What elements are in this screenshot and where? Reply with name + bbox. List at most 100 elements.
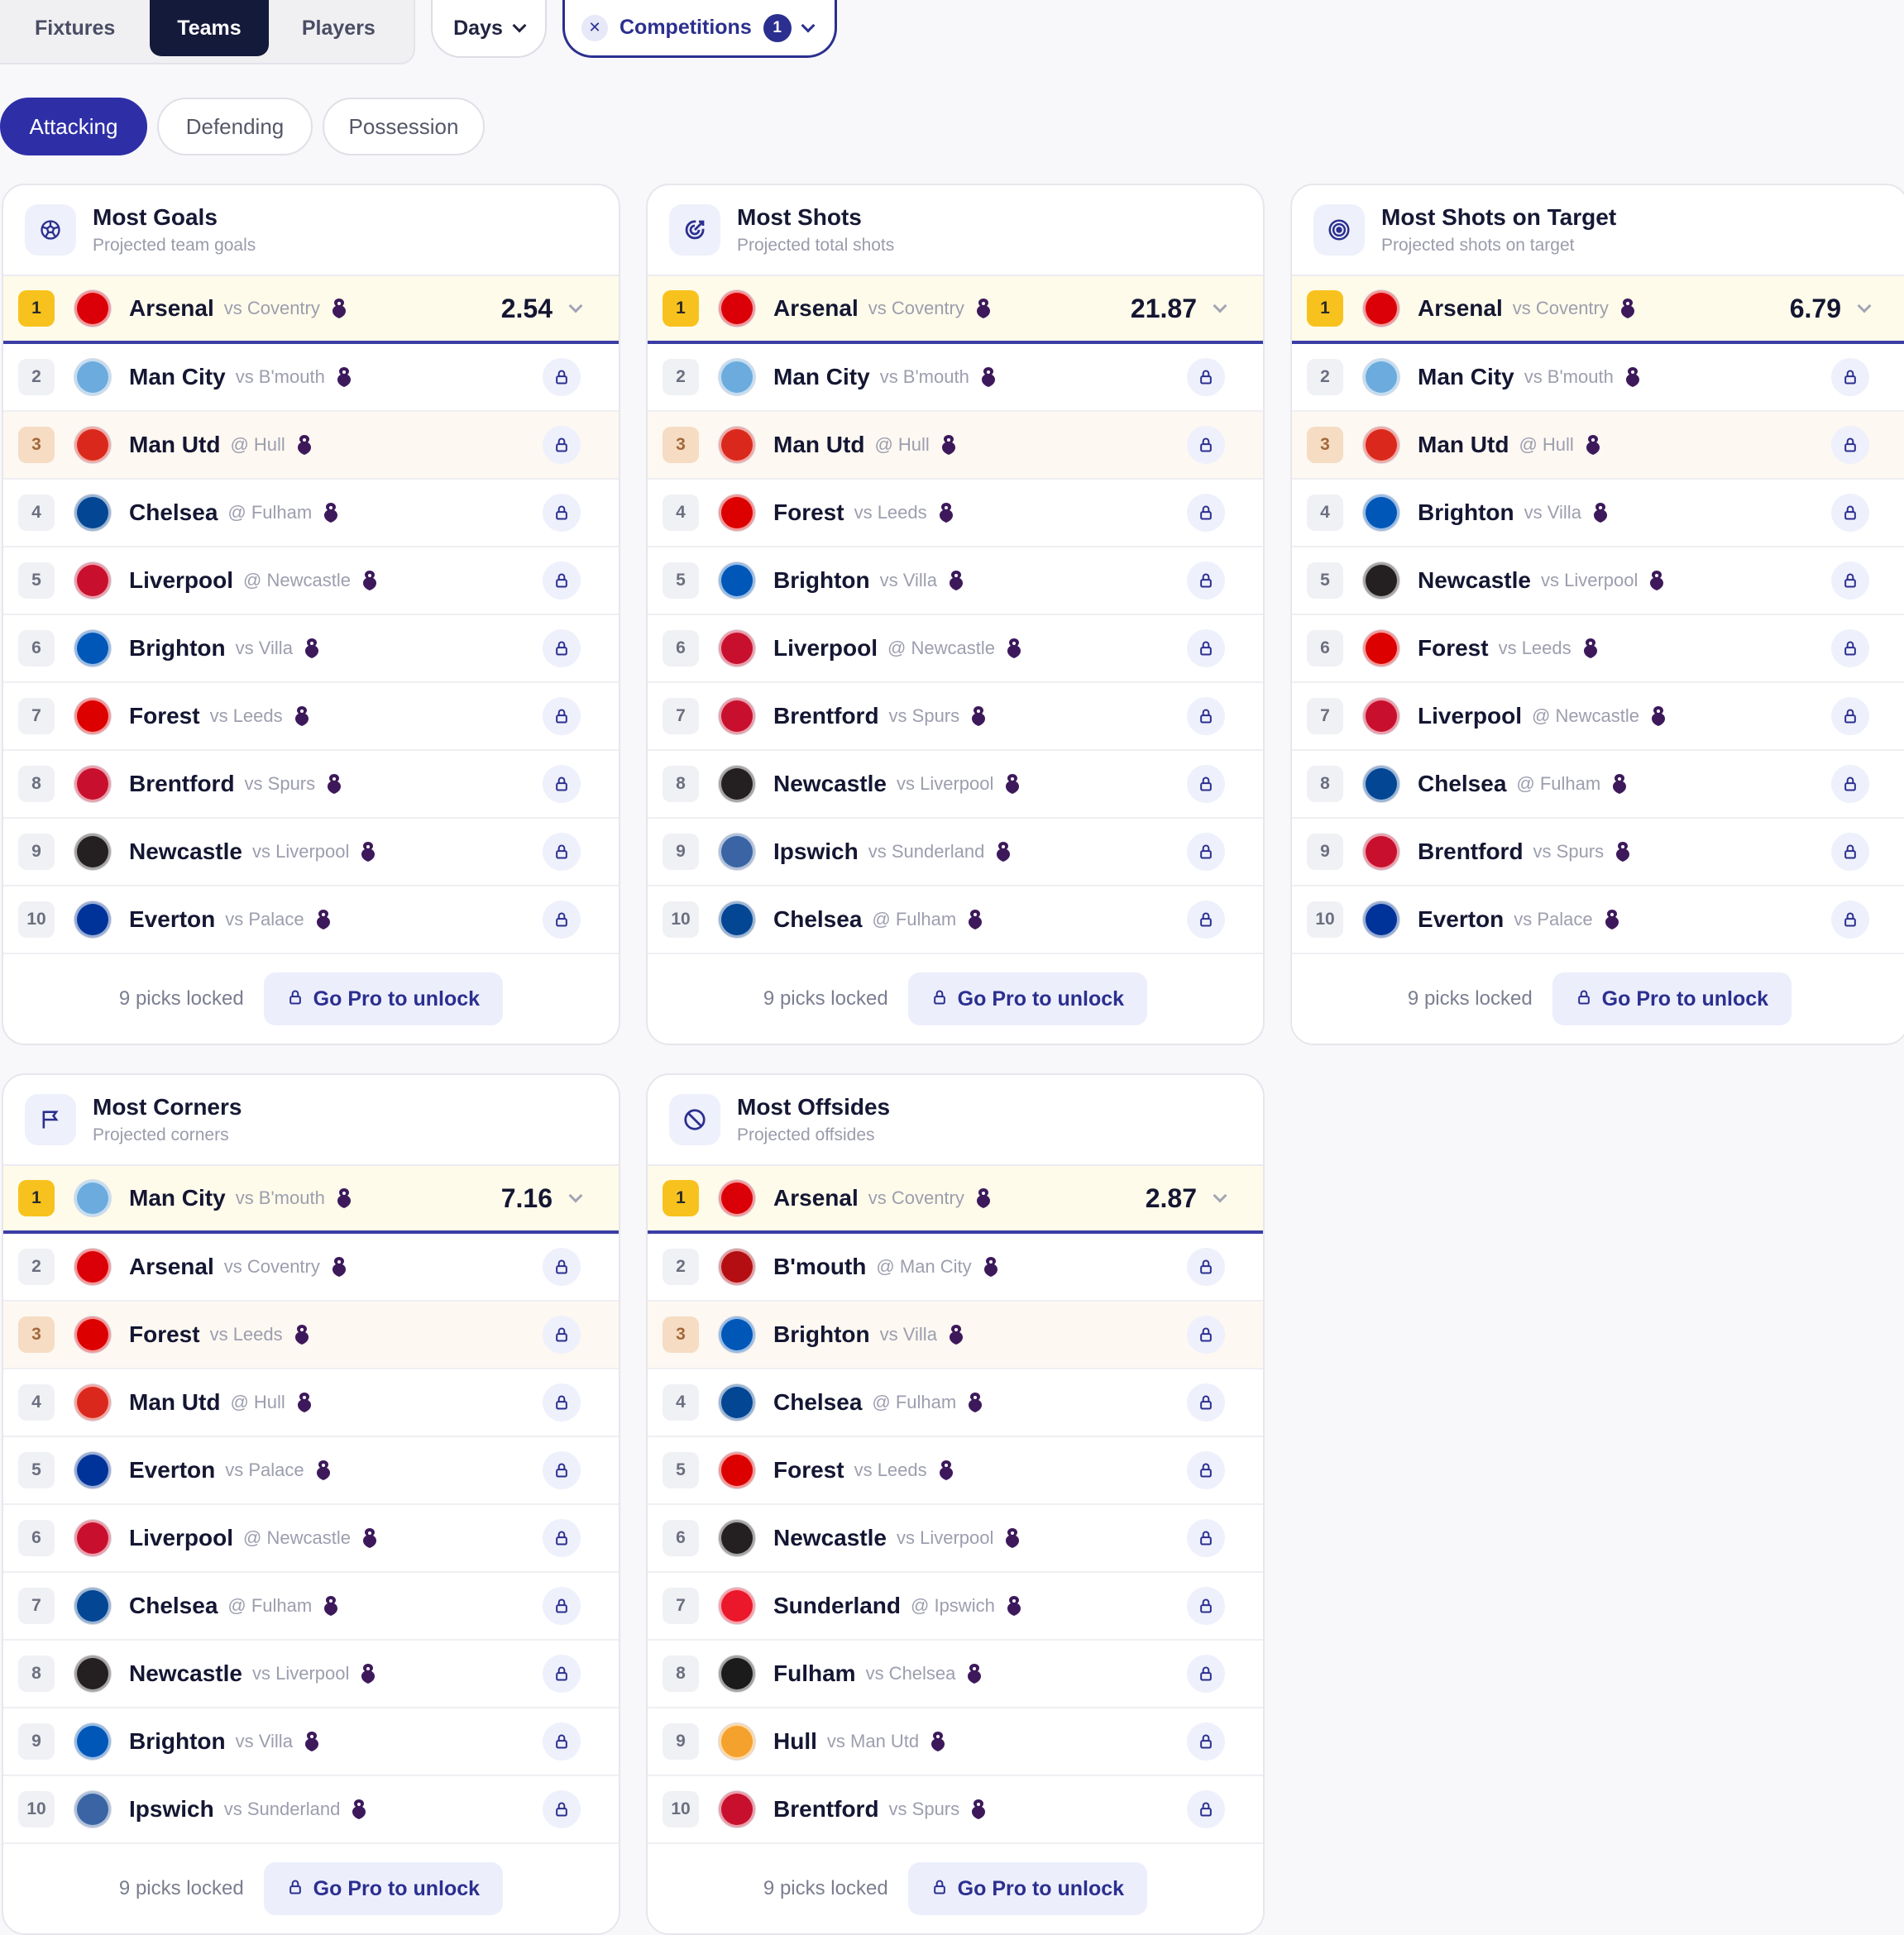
lock-icon[interactable] <box>1187 1451 1225 1489</box>
premier-league-icon <box>966 908 984 931</box>
lock-icon[interactable] <box>1187 494 1225 532</box>
ranking-row[interactable]: 1 Arsenal vs Coventry 6.79 <box>1292 276 1904 344</box>
team-name: Brentford <box>1418 838 1524 864</box>
days-filter[interactable]: Days <box>431 0 547 58</box>
lock-icon[interactable] <box>1187 1722 1225 1761</box>
lock-icon[interactable] <box>543 1451 581 1489</box>
lock-icon[interactable] <box>543 1655 581 1693</box>
team-name: Chelsea <box>773 1389 863 1415</box>
ranking-row: 8 Newcastle vs Liverpool <box>3 1641 619 1708</box>
team-crest-icon <box>74 494 111 531</box>
lock-icon[interactable] <box>1831 833 1869 871</box>
lock-icon[interactable] <box>543 1519 581 1557</box>
go-pro-button[interactable]: Go Pro to unlock <box>1552 972 1792 1025</box>
lock-icon[interactable] <box>1187 901 1225 939</box>
lock-icon[interactable] <box>1187 1790 1225 1828</box>
lock-icon[interactable] <box>1187 1587 1225 1625</box>
lock-icon <box>1576 987 1592 1011</box>
lock-icon[interactable] <box>1187 1248 1225 1286</box>
team-crest-icon <box>719 901 755 938</box>
team-name: Newcastle <box>129 1660 242 1686</box>
lock-icon[interactable] <box>1187 629 1225 667</box>
lock-icon[interactable] <box>543 765 581 803</box>
lock-icon[interactable] <box>543 697 581 735</box>
ranking-row[interactable]: 1 Arsenal vs Coventry 2.87 <box>648 1166 1263 1234</box>
lock-icon[interactable] <box>1187 1383 1225 1421</box>
lock-icon[interactable] <box>543 561 581 600</box>
go-pro-button[interactable]: Go Pro to unlock <box>907 1862 1148 1915</box>
lock-icon[interactable] <box>1187 1519 1225 1557</box>
ranking-row: 9 Hull vs Man Utd <box>648 1708 1263 1776</box>
ranking-row[interactable]: 1 Arsenal vs Coventry 2.54 <box>3 276 619 344</box>
opponent: vs Palace <box>225 909 304 929</box>
tab-possession[interactable]: Possession <box>323 98 485 155</box>
ranking-row[interactable]: 1 Arsenal vs Coventry 21.87 <box>648 276 1263 344</box>
chevron-down-icon[interactable] <box>1857 299 1872 313</box>
lock-icon[interactable] <box>1831 561 1869 600</box>
team-crest-icon <box>719 290 755 327</box>
lock-icon[interactable] <box>1831 426 1869 464</box>
tab-players[interactable]: Players <box>301 16 376 40</box>
tab-teams[interactable]: Teams <box>150 0 269 56</box>
go-pro-label: Go Pro to unlock <box>957 1876 1125 1900</box>
chevron-down-icon[interactable] <box>1213 299 1227 313</box>
team-name: Forest <box>129 703 200 729</box>
premier-league-icon <box>293 705 311 728</box>
premier-league-icon <box>1003 772 1021 796</box>
lock-icon[interactable] <box>543 1383 581 1421</box>
team-crest-icon <box>74 1791 111 1828</box>
premier-league-icon <box>303 1730 321 1753</box>
rank-badge: 4 <box>663 1384 699 1421</box>
lock-icon[interactable] <box>543 426 581 464</box>
clear-filter-icon[interactable]: ✕ <box>581 14 608 41</box>
lock-icon[interactable] <box>543 1248 581 1286</box>
ranking-row: 7 Sunderland @ Ipswich <box>648 1573 1263 1641</box>
lock-icon[interactable] <box>543 1587 581 1625</box>
lock-icon[interactable] <box>1187 426 1225 464</box>
lock-icon[interactable] <box>543 901 581 939</box>
tab-attacking[interactable]: Attacking <box>0 98 147 155</box>
chevron-down-icon[interactable] <box>568 299 583 313</box>
team-name: Forest <box>773 499 844 525</box>
team-crest-icon <box>74 901 111 938</box>
go-pro-button[interactable]: Go Pro to unlock <box>263 972 504 1025</box>
lock-icon[interactable] <box>1187 358 1225 396</box>
ranking-row: 9 Brentford vs Spurs <box>1292 819 1904 886</box>
lock-icon[interactable] <box>1831 629 1869 667</box>
lock-icon[interactable] <box>543 1722 581 1761</box>
chevron-down-icon[interactable] <box>1213 1188 1227 1203</box>
lock-icon[interactable] <box>1831 697 1869 735</box>
lock-icon[interactable] <box>1187 765 1225 803</box>
lock-icon[interactable] <box>1187 697 1225 735</box>
lock-icon[interactable] <box>1831 494 1869 532</box>
ranking-row[interactable]: 1 Man City vs B'mouth 7.16 <box>3 1166 619 1234</box>
lock-icon[interactable] <box>1831 765 1869 803</box>
lock-icon[interactable] <box>543 629 581 667</box>
tab-defending[interactable]: Defending <box>157 98 313 155</box>
lock-icon[interactable] <box>543 833 581 871</box>
rank-badge: 1 <box>18 1180 55 1216</box>
lock-icon[interactable] <box>1187 1316 1225 1354</box>
premier-league-icon <box>322 501 340 524</box>
go-pro-button[interactable]: Go Pro to unlock <box>907 972 1148 1025</box>
chevron-down-icon[interactable] <box>568 1188 583 1203</box>
rank-badge: 3 <box>1307 427 1343 463</box>
lock-icon[interactable] <box>1187 833 1225 871</box>
lock-icon[interactable] <box>1187 1655 1225 1693</box>
premier-league-icon <box>359 1662 377 1685</box>
opponent: vs Villa <box>1524 502 1581 523</box>
lock-icon[interactable] <box>543 1316 581 1354</box>
lock-icon[interactable] <box>1187 561 1225 600</box>
team-name: Arsenal <box>129 1254 214 1279</box>
premier-league-icon <box>1003 1526 1021 1550</box>
lock-icon[interactable] <box>543 494 581 532</box>
lock-icon[interactable] <box>1831 358 1869 396</box>
tab-fixtures[interactable]: Fixtures <box>35 16 116 40</box>
lock-icon[interactable] <box>543 358 581 396</box>
lock-icon[interactable] <box>543 1790 581 1828</box>
go-pro-button[interactable]: Go Pro to unlock <box>263 1862 504 1915</box>
competitions-filter[interactable]: ✕ Competitions 1 <box>562 0 837 58</box>
card-heading: Most Corners Projected corners <box>93 1094 242 1145</box>
opponent: vs Villa <box>235 638 293 658</box>
lock-icon[interactable] <box>1831 901 1869 939</box>
